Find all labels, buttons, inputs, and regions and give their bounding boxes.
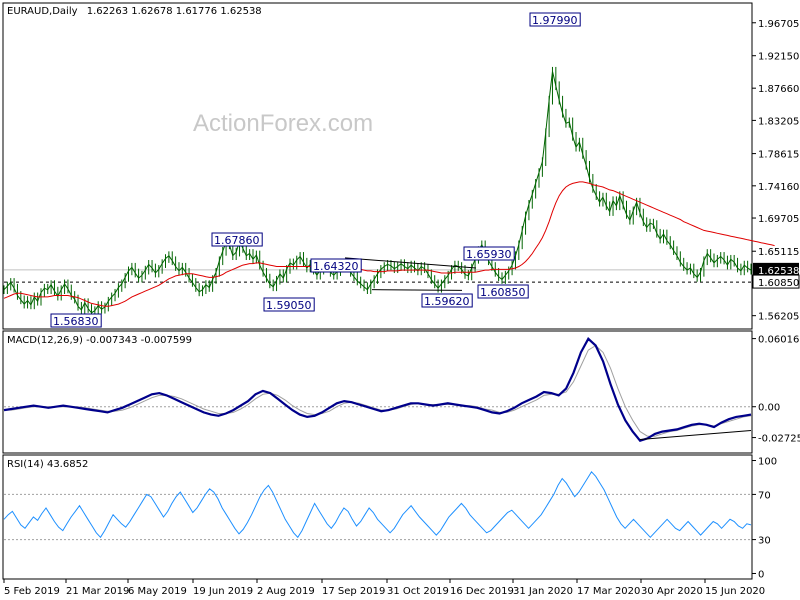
- symbol-label: EURAUD,Daily 1.62263 1.62678 1.61776 1.6…: [7, 6, 262, 17]
- support-price-value: 1.60850: [758, 278, 799, 289]
- x-tick-label: 17 Mar 2020: [577, 586, 640, 597]
- price-annotation-label: 1.56830: [53, 315, 99, 328]
- price-tick-label: 1.96705: [758, 19, 799, 30]
- lower-trendline: [371, 289, 463, 291]
- macd-title: MACD(12,26,9) -0.007343 -0.007599: [7, 335, 192, 346]
- price-annotation-box: [50, 313, 102, 328]
- x-tick-label: 21 Mar 2019: [66, 586, 129, 597]
- price-annotation-box: [529, 12, 581, 27]
- rsi-tick-label: 70: [758, 490, 771, 501]
- x-tick-label: 17 Sep 2019: [322, 586, 385, 597]
- macd-main-line: [3, 337, 752, 442]
- price-annotation-label: 1.59050: [266, 299, 312, 312]
- rsi-tick-label: 30: [758, 536, 771, 547]
- price-axis-group: 1.96705 1.92150 1.87660 1.83205 1.78615 1.741…: [752, 19, 800, 323]
- rsi-line: [3, 470, 752, 539]
- rsi-tick-label: 0: [758, 569, 764, 580]
- x-tick-label: 19 Jun 2019: [193, 586, 253, 597]
- price-tick-label: 1.56205: [758, 312, 799, 323]
- rsi-panel-frame: [2, 454, 753, 580]
- current-price-tag: [753, 262, 799, 276]
- macd-panel-frame: [2, 330, 753, 454]
- x-tick-label: 6 May 2019: [128, 586, 187, 597]
- price-tick-label: 1.83205: [758, 116, 799, 127]
- current-price-value: 1.62538: [758, 266, 799, 277]
- macd-tick-label: -0.02725: [758, 434, 800, 445]
- price-annotation-box: [463, 246, 515, 261]
- price-close-line: [3, 71, 752, 314]
- price-annotation-box: [263, 297, 315, 312]
- price-annotation-label: 1.65930: [466, 248, 512, 261]
- price-tick-label: 1.87660: [758, 84, 799, 95]
- watermark-text: ActionForex.com: [193, 110, 373, 137]
- price-annotation-box: [211, 232, 263, 247]
- macd-tick-label: 0.00: [758, 403, 780, 414]
- moving-average-line: [3, 181, 775, 307]
- macd-group: 0.060165 0.00 -0.02725: [3, 335, 800, 445]
- macd-trendline: [639, 429, 752, 441]
- price-tick-label: 1.65115: [758, 247, 799, 258]
- price-annotation-label: 1.67860: [214, 234, 260, 247]
- ohlc-values: 1.62263 1.62678 1.61776 1.62538: [87, 6, 262, 17]
- upper-trendline: [344, 257, 477, 269]
- price-annotation-label: 1.60850: [480, 286, 526, 299]
- symbol-name: EURAUD,Daily: [7, 6, 78, 17]
- x-tick-label: 5 Feb 2019: [4, 586, 60, 597]
- price-annotation-label: 1.59620: [424, 295, 470, 308]
- price-annotation-label: 1.64320: [313, 260, 359, 273]
- x-tick-label: 31 Jan 2020: [513, 586, 573, 597]
- price-annotation-label: 1.97990: [532, 14, 578, 27]
- price-annotation-box: [310, 258, 362, 273]
- price-tick-label: 1.69705: [758, 214, 799, 225]
- price-tick-label: 1.74160: [758, 182, 799, 193]
- price-tick-label: 1.92150: [758, 52, 799, 63]
- price-annotation-box: [421, 293, 473, 308]
- price-series-group: [3, 66, 775, 318]
- price-panel-frame: [2, 2, 753, 330]
- rsi-title: RSI(14) 43.6852: [7, 459, 88, 470]
- x-tick-label: 2 Aug 2019: [257, 586, 315, 597]
- x-tick-label: 15 Jun 2020: [705, 586, 765, 597]
- price-annotation-group: 1.97990 1.67860 1.65930 1.64320 1.59050 1.608…: [50, 12, 581, 328]
- price-tick-label: 1.78615: [758, 150, 799, 161]
- x-tick-label: 16 Dec 2019: [450, 586, 514, 597]
- macd-signal-line: [4, 344, 752, 437]
- rsi-group: 100 70 30 0: [3, 457, 777, 580]
- support-price-tag: [752, 274, 800, 289]
- rsi-tick-label: 100: [758, 457, 777, 468]
- x-tick-label: 30 Apr 2020: [641, 586, 703, 597]
- x-tick-label: 31 Oct 2019: [387, 586, 449, 597]
- price-annotation-box: [477, 284, 529, 299]
- macd-tick-label: 0.060165: [758, 335, 800, 346]
